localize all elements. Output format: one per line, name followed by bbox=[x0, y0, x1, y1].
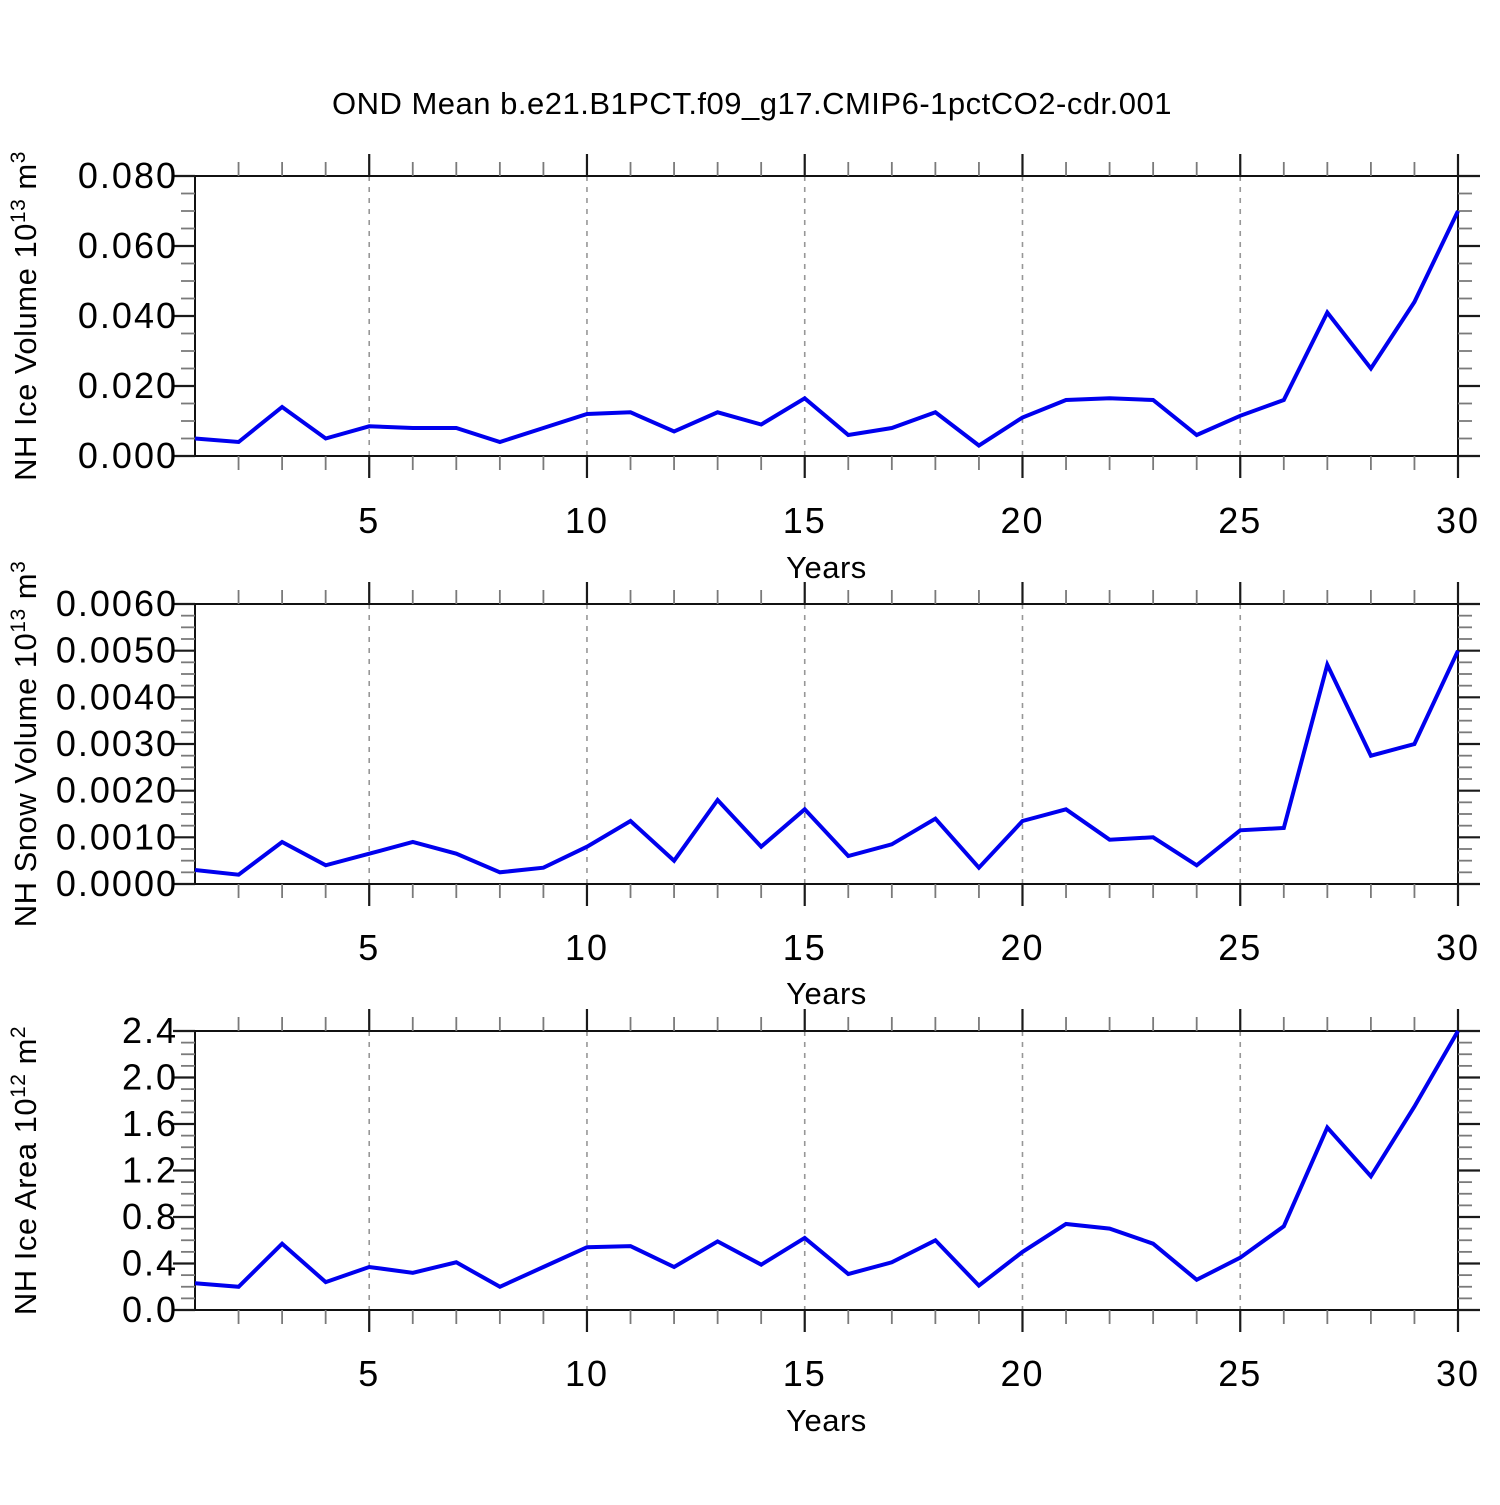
y-tick-label: 0.020 bbox=[78, 365, 178, 406]
x-tick-label: 30 bbox=[1436, 1353, 1480, 1394]
y-tick-label: 2.0 bbox=[122, 1057, 178, 1098]
x-tick-label: 10 bbox=[565, 500, 609, 541]
x-axis-title: Years bbox=[786, 1403, 867, 1438]
x-tick-label: 5 bbox=[358, 500, 380, 541]
y-tick-label: 1.6 bbox=[122, 1103, 178, 1144]
y-tick-label: 0.0040 bbox=[56, 676, 178, 717]
y-tick-label: 0.8 bbox=[122, 1196, 178, 1237]
x-tick-label: 20 bbox=[1000, 500, 1044, 541]
y-tick-label: 1.2 bbox=[122, 1150, 178, 1191]
axis-ticks bbox=[173, 582, 1480, 906]
x-tick-label: 10 bbox=[565, 927, 609, 968]
y-tick-label: 0.0000 bbox=[56, 863, 178, 904]
x-tick-label: 25 bbox=[1218, 1353, 1262, 1394]
y-axis-title: NH Snow Volume 1013 m3 bbox=[7, 561, 43, 928]
y-tick-label: 0.0050 bbox=[56, 630, 178, 671]
x-tick-label: 25 bbox=[1218, 500, 1262, 541]
data-line-nh-ice-volume bbox=[194, 210, 1460, 448]
x-tick-label: 5 bbox=[358, 927, 380, 968]
axis-ticks bbox=[173, 1009, 1480, 1332]
y-tick-label: 0.0030 bbox=[56, 723, 178, 764]
y-axis-title: NH Ice Area 1012 m2 bbox=[7, 1026, 43, 1315]
panel-nh-ice-volume: 0.000 0.020 0.040 0.060 0.080 5 10 15 20 25 30 Year… bbox=[7, 151, 1480, 585]
y-tick-label: 0.000 bbox=[78, 435, 178, 476]
y-tick-label: 0.040 bbox=[78, 295, 178, 336]
y-tick-label: 0.0060 bbox=[56, 583, 178, 624]
y-tick-label: 0.0020 bbox=[56, 770, 178, 811]
x-tick-label: 30 bbox=[1436, 927, 1480, 968]
plot-frame bbox=[194, 603, 1459, 885]
x-tick-label: 10 bbox=[565, 1353, 609, 1394]
x-tick-label: 25 bbox=[1218, 927, 1262, 968]
x-tick-label: 20 bbox=[1000, 1353, 1044, 1394]
x-tick-label: 15 bbox=[783, 1353, 827, 1394]
panel-nh-ice-area: 0.0 0.4 0.8 1.2 1.6 2.0 2.4 5 10 15 20 25 30 Years NH … bbox=[7, 1009, 1480, 1438]
x-axis-title: Years bbox=[786, 976, 867, 1011]
chart-title: OND Mean b.e21.B1PCT.f09_g17.CMIP6-1pctC… bbox=[332, 86, 1172, 121]
y-axis-title: NH Ice Volume 1013 m3 bbox=[7, 151, 43, 481]
y-tick-label: 0.4 bbox=[122, 1243, 178, 1284]
x-tick-label: 5 bbox=[358, 1353, 380, 1394]
data-line-nh-snow-volume bbox=[194, 649, 1460, 877]
x-tick-label: 20 bbox=[1000, 927, 1044, 968]
panel-nh-snow-volume: 0.0000 0.0010 0.0020 0.0030 0.0040 0.0050 0.00… bbox=[7, 561, 1480, 1011]
data-line-nh-ice-area bbox=[194, 1030, 1460, 1290]
y-tick-label: 2.4 bbox=[122, 1010, 178, 1051]
plot-frame bbox=[194, 175, 1459, 457]
x-tick-label: 15 bbox=[783, 500, 827, 541]
x-axis-title: Years bbox=[786, 550, 867, 585]
y-tick-label: 0.080 bbox=[78, 155, 178, 196]
x-tick-label: 15 bbox=[783, 927, 827, 968]
y-tick-label: 0.0010 bbox=[56, 816, 178, 857]
y-tick-label: 0.0 bbox=[122, 1289, 178, 1330]
y-tick-label: 0.060 bbox=[78, 225, 178, 266]
axis-ticks bbox=[173, 154, 1480, 478]
x-tick-label: 30 bbox=[1436, 500, 1480, 541]
